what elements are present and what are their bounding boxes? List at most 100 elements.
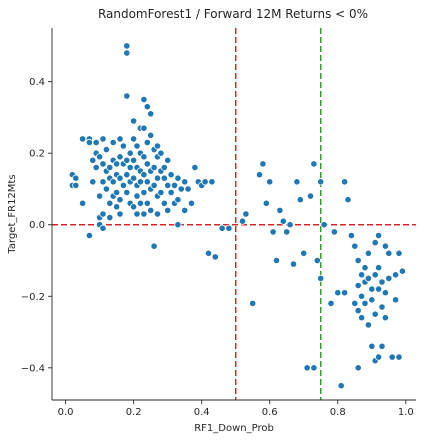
data-point bbox=[100, 161, 106, 167]
data-point bbox=[243, 211, 249, 217]
x-tick-label: 0.4 bbox=[194, 407, 210, 418]
data-point bbox=[148, 132, 154, 138]
data-point bbox=[137, 200, 143, 206]
data-point bbox=[311, 161, 317, 167]
data-point bbox=[144, 179, 150, 185]
data-point bbox=[161, 175, 167, 181]
data-point bbox=[100, 179, 106, 185]
x-axis-label: RF1_Down_Prob bbox=[194, 423, 274, 434]
data-point bbox=[294, 179, 300, 185]
data-point bbox=[226, 225, 232, 231]
data-point bbox=[148, 207, 154, 213]
data-point bbox=[171, 182, 177, 188]
data-point bbox=[355, 282, 361, 288]
data-point bbox=[358, 272, 364, 278]
data-point bbox=[175, 175, 181, 181]
data-point bbox=[158, 150, 164, 156]
y-tick-label: −0.4 bbox=[21, 363, 45, 374]
data-point bbox=[107, 164, 113, 170]
data-point bbox=[79, 136, 85, 142]
y-tick-label: 0.2 bbox=[29, 149, 45, 160]
data-point bbox=[117, 154, 123, 160]
data-point bbox=[318, 179, 324, 185]
data-point bbox=[168, 172, 174, 178]
data-point bbox=[161, 164, 167, 170]
data-point bbox=[355, 307, 361, 313]
data-point bbox=[165, 182, 171, 188]
data-point bbox=[124, 189, 130, 195]
data-point bbox=[212, 254, 218, 260]
data-point bbox=[382, 243, 388, 249]
x-tick-label: 0.6 bbox=[262, 407, 278, 418]
data-point bbox=[369, 343, 375, 349]
data-point bbox=[130, 175, 136, 181]
data-point bbox=[107, 214, 113, 220]
y-tick-label: 0.4 bbox=[29, 77, 45, 88]
data-point bbox=[141, 172, 147, 178]
data-point bbox=[290, 261, 296, 267]
data-point bbox=[130, 118, 136, 124]
data-point bbox=[130, 204, 136, 210]
data-point bbox=[338, 383, 344, 389]
data-point bbox=[141, 211, 147, 217]
data-point bbox=[362, 265, 368, 271]
data-point bbox=[386, 275, 392, 281]
data-point bbox=[239, 218, 245, 224]
data-point bbox=[73, 182, 79, 188]
data-point bbox=[96, 193, 102, 199]
data-point bbox=[321, 222, 327, 228]
data-point bbox=[103, 186, 109, 192]
data-point bbox=[188, 200, 194, 206]
data-point bbox=[117, 197, 123, 203]
data-point bbox=[86, 232, 92, 238]
data-point bbox=[307, 193, 313, 199]
data-point bbox=[352, 243, 358, 249]
data-point bbox=[382, 315, 388, 321]
data-point bbox=[392, 272, 398, 278]
data-point bbox=[392, 297, 398, 303]
data-point bbox=[79, 200, 85, 206]
x-tick-label: 0.2 bbox=[126, 407, 142, 418]
data-point bbox=[117, 175, 123, 181]
data-point bbox=[369, 286, 375, 292]
data-point bbox=[93, 164, 99, 170]
data-point bbox=[103, 146, 109, 152]
data-point bbox=[365, 250, 371, 256]
data-point bbox=[100, 136, 106, 142]
data-point bbox=[73, 175, 79, 181]
data-point bbox=[345, 197, 351, 203]
data-point bbox=[130, 136, 136, 142]
data-point bbox=[107, 200, 113, 206]
data-point bbox=[120, 143, 126, 149]
data-point bbox=[202, 179, 208, 185]
data-point bbox=[273, 257, 279, 263]
data-point bbox=[134, 143, 140, 149]
data-point bbox=[372, 272, 378, 278]
data-point bbox=[263, 200, 269, 206]
data-point bbox=[379, 304, 385, 310]
data-point bbox=[100, 225, 106, 231]
data-point bbox=[100, 211, 106, 217]
data-point bbox=[151, 182, 157, 188]
data-point bbox=[341, 179, 347, 185]
data-point bbox=[117, 136, 123, 142]
data-point bbox=[355, 365, 361, 371]
data-point bbox=[165, 157, 171, 163]
data-point bbox=[348, 232, 354, 238]
data-point bbox=[365, 322, 371, 328]
x-tick-label: 0.0 bbox=[58, 407, 74, 418]
data-point bbox=[175, 197, 181, 203]
data-point bbox=[120, 182, 126, 188]
data-point bbox=[148, 111, 154, 117]
data-point bbox=[141, 189, 147, 195]
data-point bbox=[379, 343, 385, 349]
data-point bbox=[341, 290, 347, 296]
data-point bbox=[355, 257, 361, 263]
y-axis-ticks: −0.4 −0.2 0.0 0.2 0.4 bbox=[21, 77, 52, 374]
data-point bbox=[375, 265, 381, 271]
x-axis-ticks: 0.0 0.2 0.4 0.6 0.8 1.0 bbox=[58, 400, 414, 418]
data-point bbox=[297, 197, 303, 203]
data-point bbox=[127, 164, 133, 170]
data-point bbox=[372, 311, 378, 317]
